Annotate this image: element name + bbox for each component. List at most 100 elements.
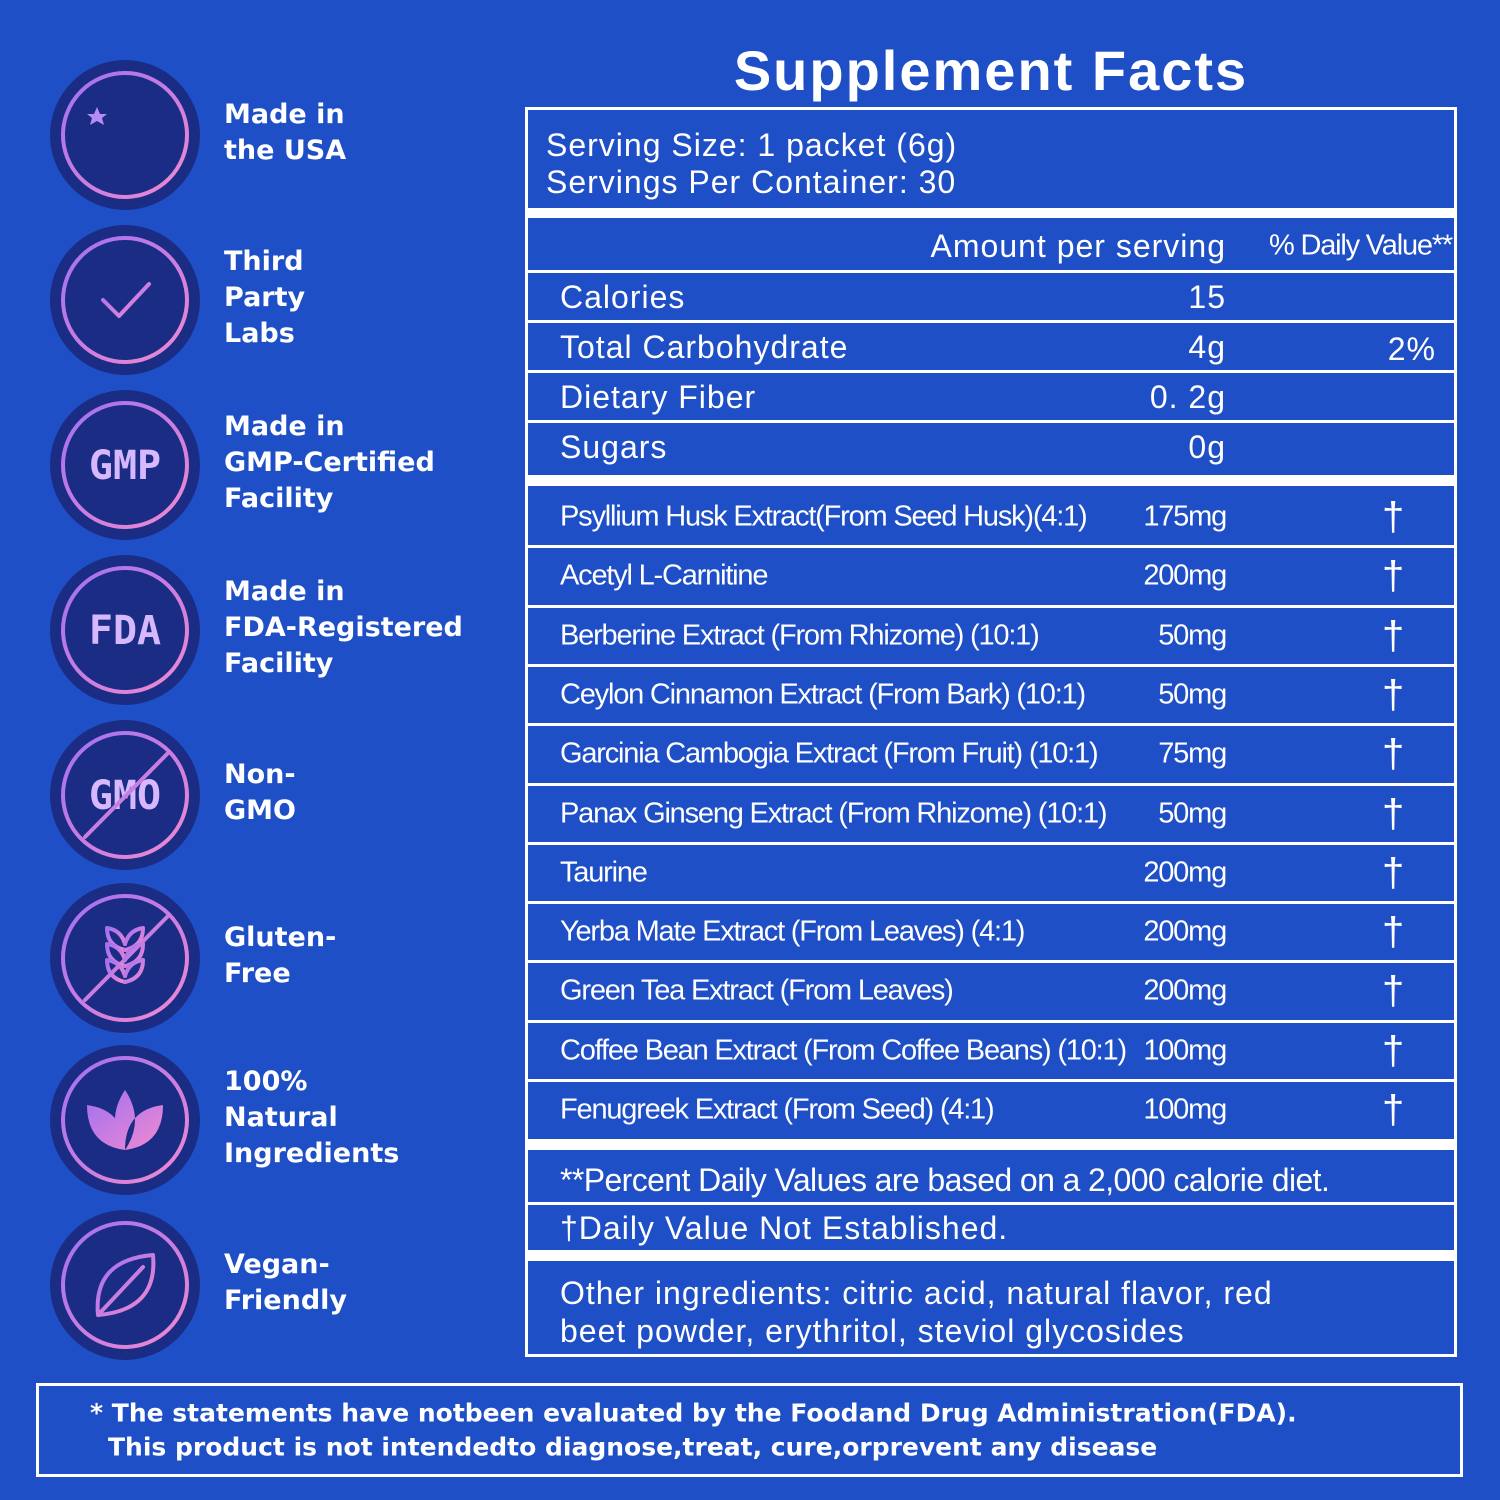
separator bbox=[525, 545, 1457, 549]
badge-label-line: Natural bbox=[224, 1102, 338, 1133]
slash bbox=[83, 751, 170, 839]
badge-label-line: Made in bbox=[224, 99, 345, 130]
ingredient-dv: † bbox=[1382, 672, 1406, 717]
footnote: †Daily Value Not Established. bbox=[560, 1210, 1009, 1246]
separator bbox=[525, 841, 1457, 845]
separator bbox=[525, 270, 1457, 273]
separator bbox=[525, 420, 1457, 423]
separator bbox=[525, 901, 1457, 905]
amount-header: Amount per serving bbox=[930, 228, 1226, 264]
ingredient-dv: † bbox=[1382, 910, 1406, 955]
badge-label-line: Labs bbox=[224, 318, 295, 349]
ingredient-name: Coffee Bean Extract (From Coffee Beans) … bbox=[560, 1034, 1127, 1067]
ingredient-amount: 175mg bbox=[1143, 500, 1227, 533]
separator bbox=[525, 208, 1457, 218]
disclaimer: This product is not intendedto diagnose,… bbox=[108, 1432, 1158, 1462]
separator bbox=[525, 1079, 1457, 1082]
ingredient-name: Taurine bbox=[560, 856, 648, 889]
ingredient-name: Green Tea Extract (From Leaves) bbox=[560, 974, 954, 1007]
badge-label: Gluten- Free bbox=[224, 920, 336, 992]
badge-ring bbox=[61, 236, 189, 364]
ingredient-dv: † bbox=[1382, 1028, 1406, 1073]
ingredient-amount: 100mg bbox=[1143, 1034, 1227, 1067]
separator bbox=[525, 370, 1457, 373]
ingredient-name: Fenugreek Extract (From Seed) (4:1) bbox=[560, 1093, 995, 1126]
badge-label-line: Facility bbox=[224, 483, 334, 514]
footnote: **Percent Daily Values are based on a 2,… bbox=[560, 1162, 1330, 1198]
badge-circle bbox=[50, 555, 200, 705]
leaf bbox=[95, 1253, 156, 1317]
servings-per-container: Servings Per Container: 30 bbox=[546, 164, 957, 200]
nutrient-amount: 0. 2g bbox=[1149, 379, 1226, 415]
ingredient-dv: † bbox=[1382, 969, 1406, 1014]
badge-label-line: Third bbox=[224, 246, 304, 277]
badge-ring bbox=[61, 731, 189, 859]
separator bbox=[525, 782, 1457, 786]
badge-ring bbox=[61, 71, 189, 199]
nutrient-amount: 0g bbox=[1188, 429, 1226, 465]
ingredient-name: Panax Ginseng Extract (From Rhizome) (10… bbox=[560, 797, 1108, 829]
badge-label-line: FDA-Registered bbox=[224, 612, 463, 643]
badge-label-line: Party bbox=[224, 282, 306, 313]
badge-label-line: 100% bbox=[224, 1066, 308, 1097]
nutrient-name: Sugars bbox=[560, 429, 668, 465]
nutrient-amount: 15 bbox=[1188, 279, 1226, 315]
icon-text: GMP bbox=[89, 443, 161, 489]
badge-label-line: Vegan- bbox=[224, 1249, 330, 1280]
ingredient-amount: 50mg bbox=[1158, 678, 1227, 711]
badge-ring bbox=[61, 894, 189, 1022]
badge-label: 100% Natural Ingredients bbox=[224, 1064, 399, 1172]
badge-label-line: Friendly bbox=[224, 1285, 348, 1316]
ingredient-amount: 75mg bbox=[1158, 737, 1227, 770]
nutrient-amount: 4g bbox=[1188, 329, 1226, 365]
separator bbox=[525, 1250, 1457, 1261]
nutrient-name: Total Carbohydrate bbox=[560, 329, 849, 365]
ingredient-dv: † bbox=[1382, 1088, 1406, 1132]
separator bbox=[525, 604, 1457, 608]
badge-ring bbox=[61, 566, 189, 694]
separator bbox=[525, 663, 1457, 667]
badge-label: Vegan- Friendly bbox=[224, 1247, 347, 1319]
ingredient-name: Psyllium Husk Extract(From Seed Husk)(4:… bbox=[560, 500, 1088, 533]
separator bbox=[525, 1019, 1457, 1023]
ingredient-amount: 200mg bbox=[1143, 974, 1227, 1007]
serving-size: Serving Size: 1 packet (6g) bbox=[546, 127, 958, 163]
separator bbox=[525, 1139, 1457, 1150]
ingredient-name: Acetyl L-Carnitine bbox=[560, 559, 768, 592]
wheat-grain bbox=[123, 958, 145, 984]
daily-value-header: % Daily Value** bbox=[1269, 229, 1453, 262]
badge-circle bbox=[50, 390, 200, 540]
badge-label: Made in the USA bbox=[224, 97, 346, 169]
ingredient-name: Garcinia Cambogia Extract (From Fruit) (… bbox=[560, 737, 1099, 770]
badge-label: Third Party Labs bbox=[224, 244, 305, 352]
icon-text: FDA bbox=[89, 608, 161, 654]
separator bbox=[525, 320, 1457, 323]
flag-star bbox=[87, 107, 107, 125]
ingredient-amount: 200mg bbox=[1143, 559, 1227, 592]
badge-label: Made in FDA-Registered Facility bbox=[224, 574, 463, 682]
badge-label-line: Gluten- bbox=[224, 922, 337, 953]
disclaimer: * The statements have notbeen evaluated … bbox=[90, 1398, 1297, 1428]
badge-label: Made in GMP-Certified Facility bbox=[224, 409, 435, 517]
ingredient-amount: 200mg bbox=[1143, 856, 1227, 889]
ingredient-amount: 50mg bbox=[1158, 797, 1227, 829]
check bbox=[101, 282, 151, 318]
badge-label: Non- GMO bbox=[224, 757, 296, 829]
badge-label-line: the USA bbox=[224, 135, 347, 166]
badge-ring bbox=[61, 1056, 189, 1184]
wheat-grain bbox=[105, 958, 127, 984]
ingredient-dv: † bbox=[1382, 613, 1406, 658]
facts-box bbox=[525, 107, 1457, 1357]
badge-label-line: Ingredients bbox=[224, 1138, 400, 1169]
badge-label-line: Made in bbox=[224, 411, 345, 442]
badge-label-line: Non- bbox=[224, 759, 296, 790]
ingredient-name: Ceylon Cinnamon Extract (From Bark) (10:… bbox=[560, 678, 1086, 711]
badge-ring bbox=[61, 401, 189, 529]
separator bbox=[525, 723, 1457, 727]
badge-ring bbox=[61, 1221, 189, 1349]
ingredient-dv: † bbox=[1382, 554, 1406, 599]
separator bbox=[525, 960, 1457, 964]
ingredient-dv: † bbox=[1382, 495, 1406, 539]
